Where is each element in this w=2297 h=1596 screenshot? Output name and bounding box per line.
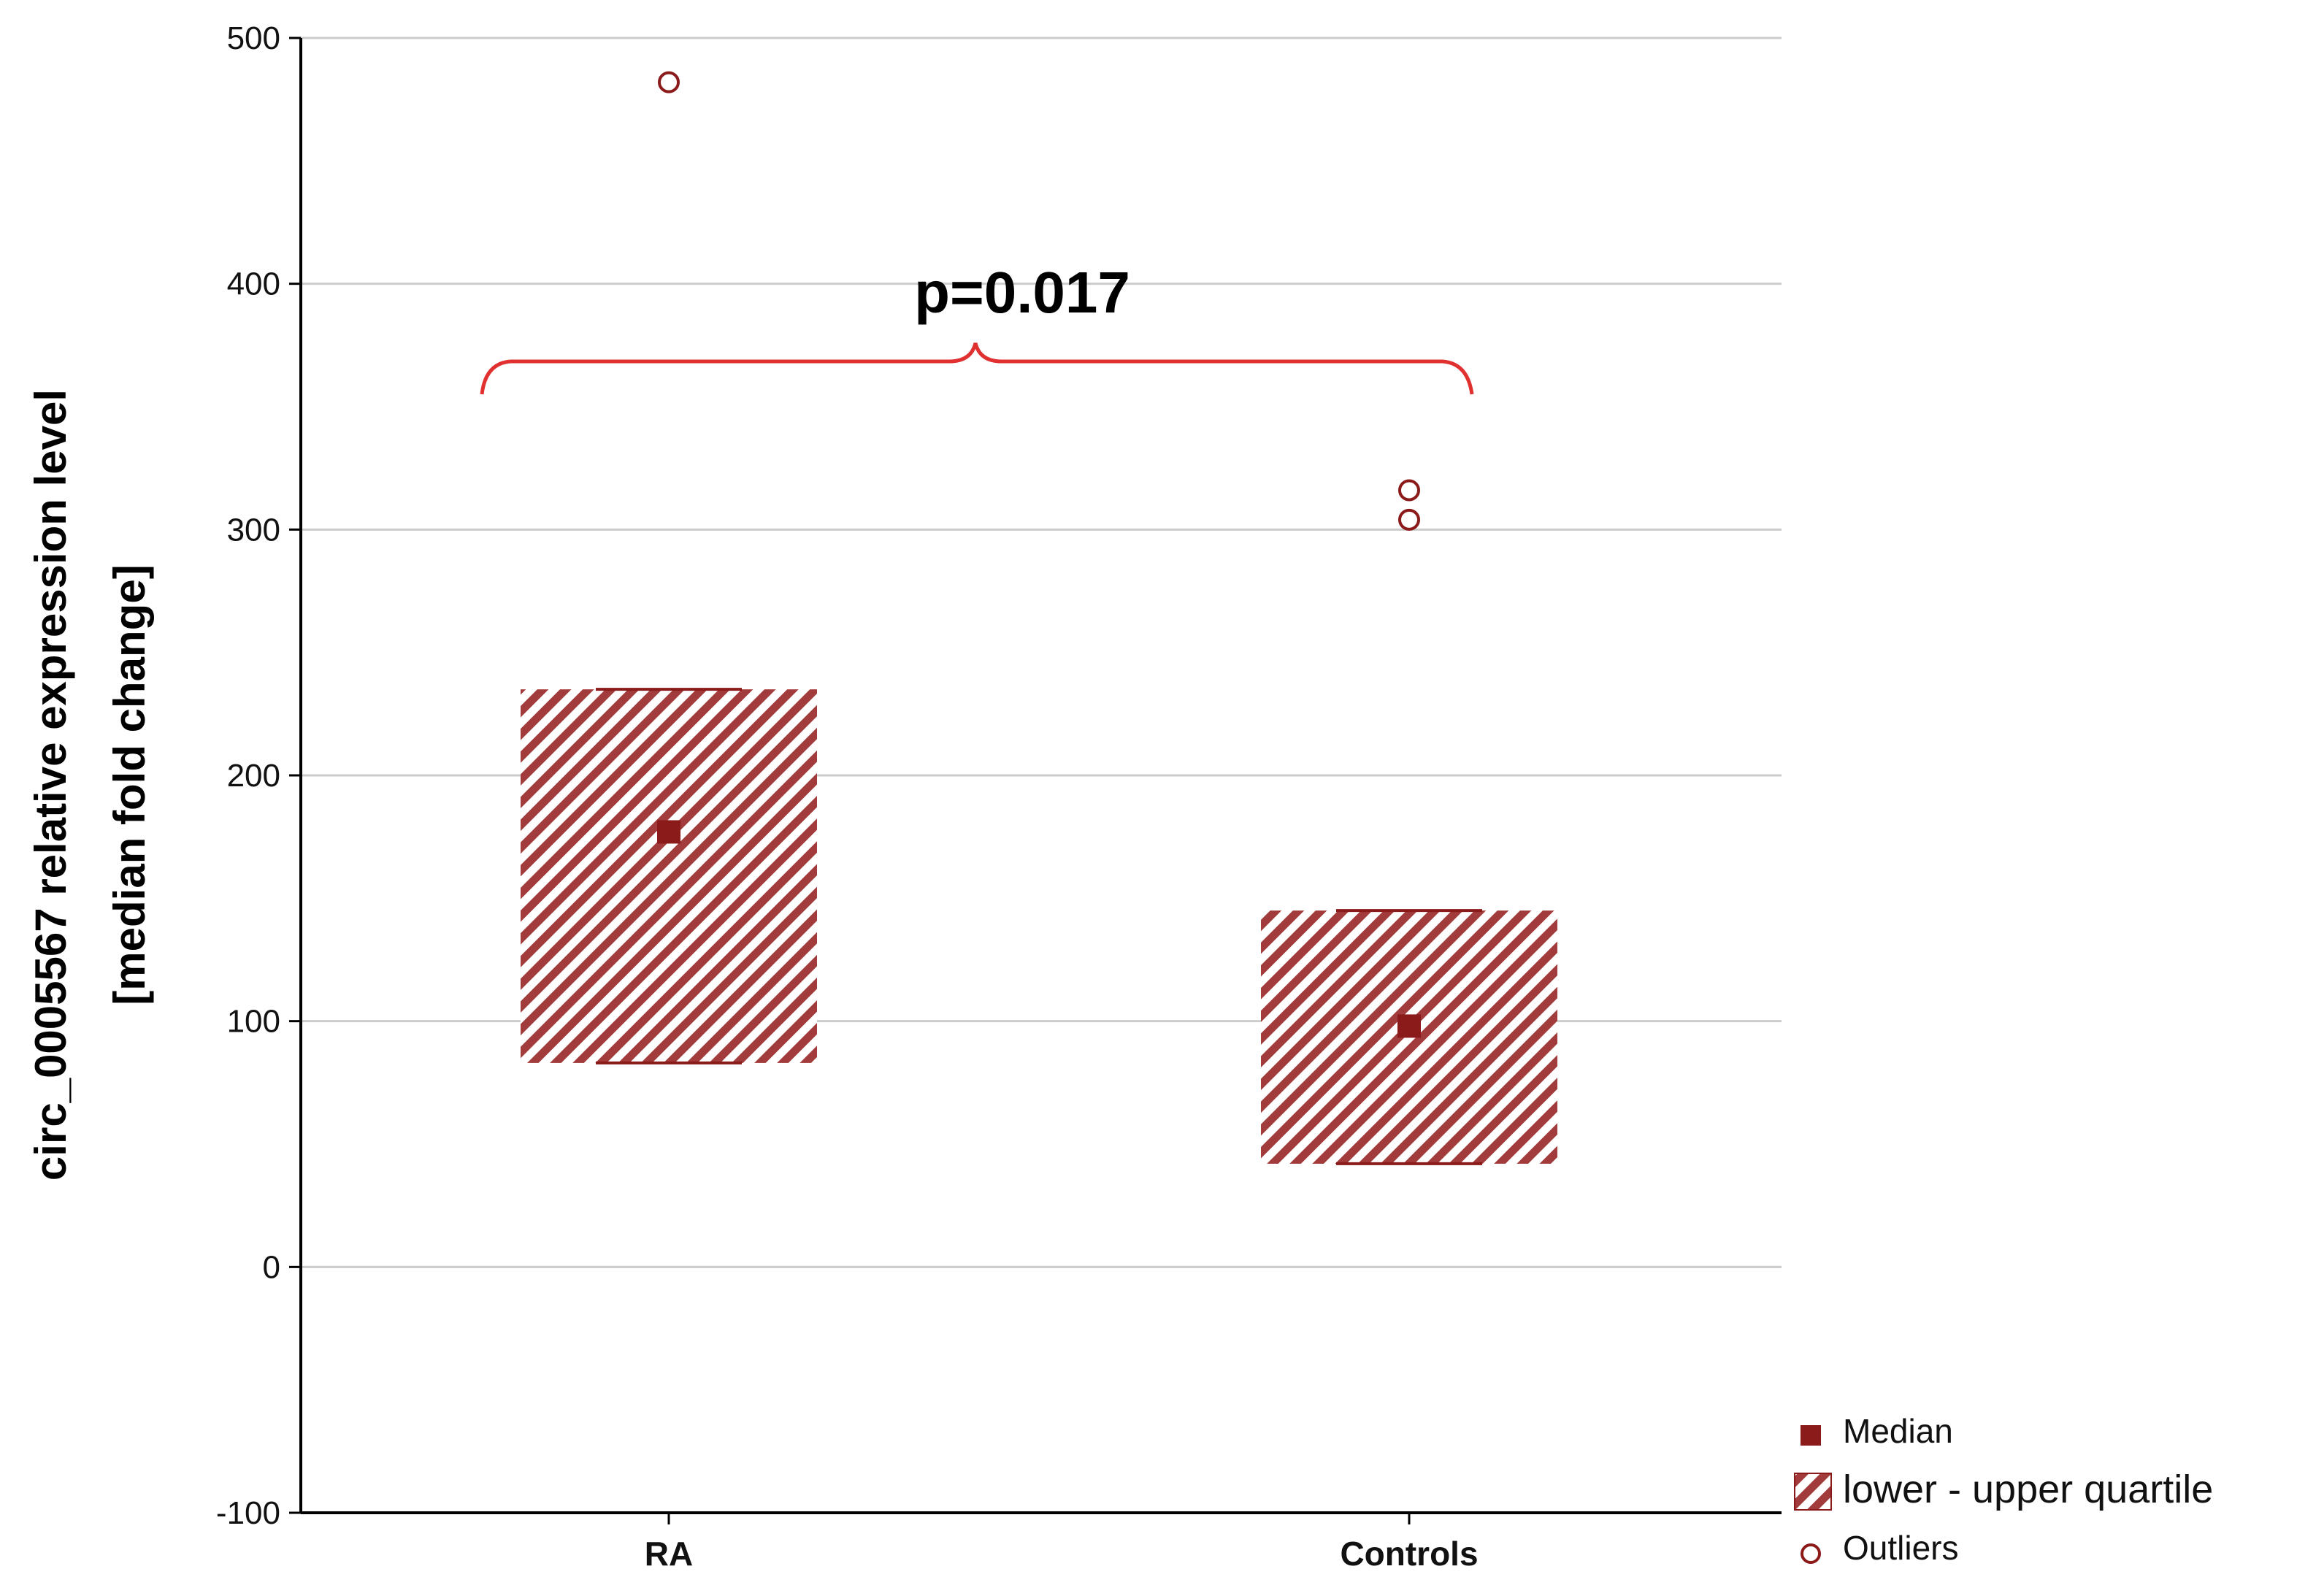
x-tick-label: RA (645, 1535, 693, 1573)
legend-quartile-marker (1794, 1473, 1832, 1511)
y-tick-label: 500 (227, 20, 280, 56)
median-marker (657, 820, 680, 844)
legend: Median lower - upper quartile Outliers (1794, 1412, 2213, 1567)
y-tick-label: 0 (263, 1249, 280, 1285)
legend-outlier-marker (1801, 1543, 1821, 1564)
legend-median-label: Median (1843, 1412, 1953, 1450)
p-value-annotation: p=0.017 (914, 260, 1130, 325)
quartile-box (521, 689, 817, 1063)
x-tick-labels: RA Controls (645, 1535, 1479, 1573)
y-axis-label-line1: circ_0005567 relative expression level (26, 389, 75, 1181)
boxes (521, 71, 1557, 1165)
y-tick-labels: -100 0 100 200 300 400 500 (216, 20, 280, 1531)
median-marker (1397, 1014, 1421, 1038)
outlier-point (1398, 479, 1420, 502)
x-tick-label: Controls (1340, 1535, 1478, 1573)
outlier-point (1398, 508, 1420, 531)
legend-outlier-label: Outliers (1843, 1529, 1958, 1567)
y-tick-label: 300 (227, 512, 280, 548)
y-tick-label: 200 (227, 758, 280, 794)
legend-quartile-label: lower - upper quartile (1843, 1468, 2213, 1511)
y-tick-label: 100 (227, 1004, 280, 1040)
y-axis-label-line2: [median fold change] (105, 564, 154, 1005)
y-tick-label: -100 (216, 1495, 280, 1531)
axes (289, 37, 1782, 1524)
legend-median-marker (1801, 1425, 1821, 1446)
grid-lines (301, 37, 1782, 1268)
y-tick-label: 400 (227, 266, 280, 302)
outlier-point (658, 71, 680, 93)
significance-bracket (480, 342, 1474, 395)
